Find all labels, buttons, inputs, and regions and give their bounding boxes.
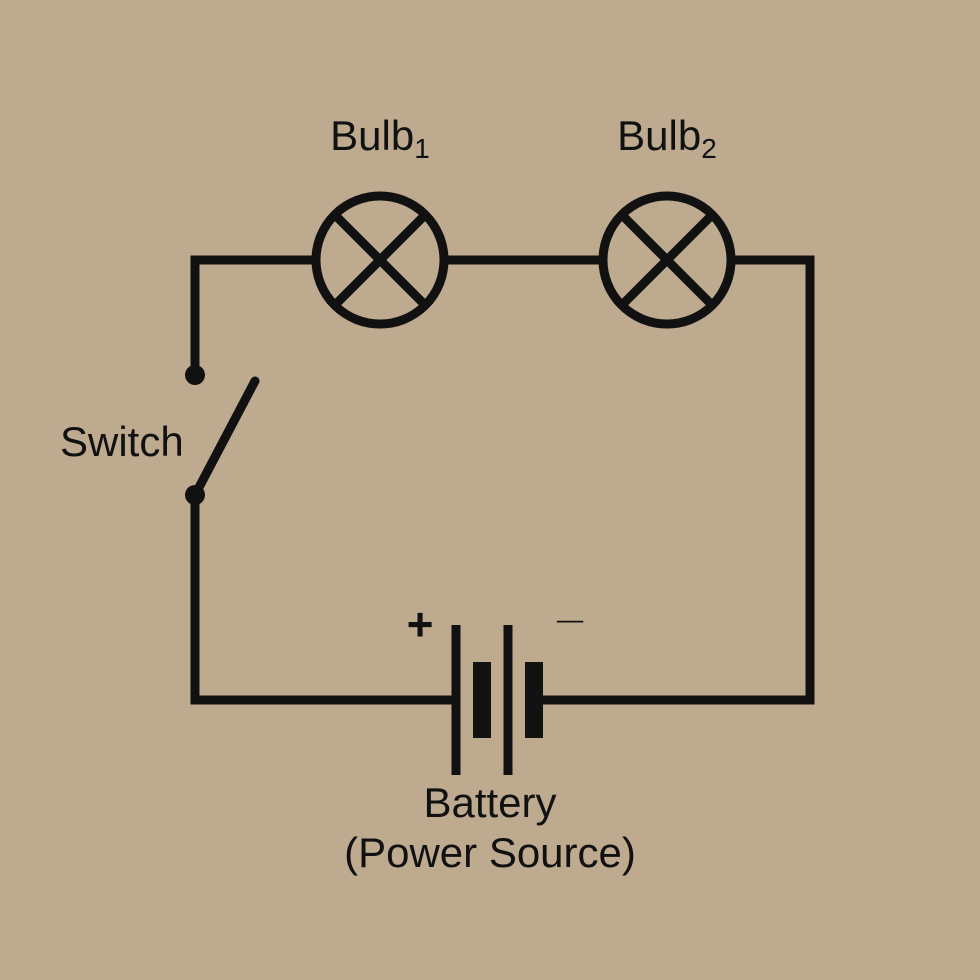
switch-label: Switch	[60, 418, 184, 465]
switch-terminal	[185, 485, 205, 505]
battery-label: Battery	[423, 779, 556, 826]
switch-terminal	[185, 365, 205, 385]
circuit-diagram: Bulb1 Bulb2 Switch Battery (Power Source…	[0, 0, 980, 980]
minus-label: _	[556, 575, 583, 627]
battery-sublabel: (Power Source)	[344, 829, 636, 876]
plus-label: +	[407, 598, 434, 650]
